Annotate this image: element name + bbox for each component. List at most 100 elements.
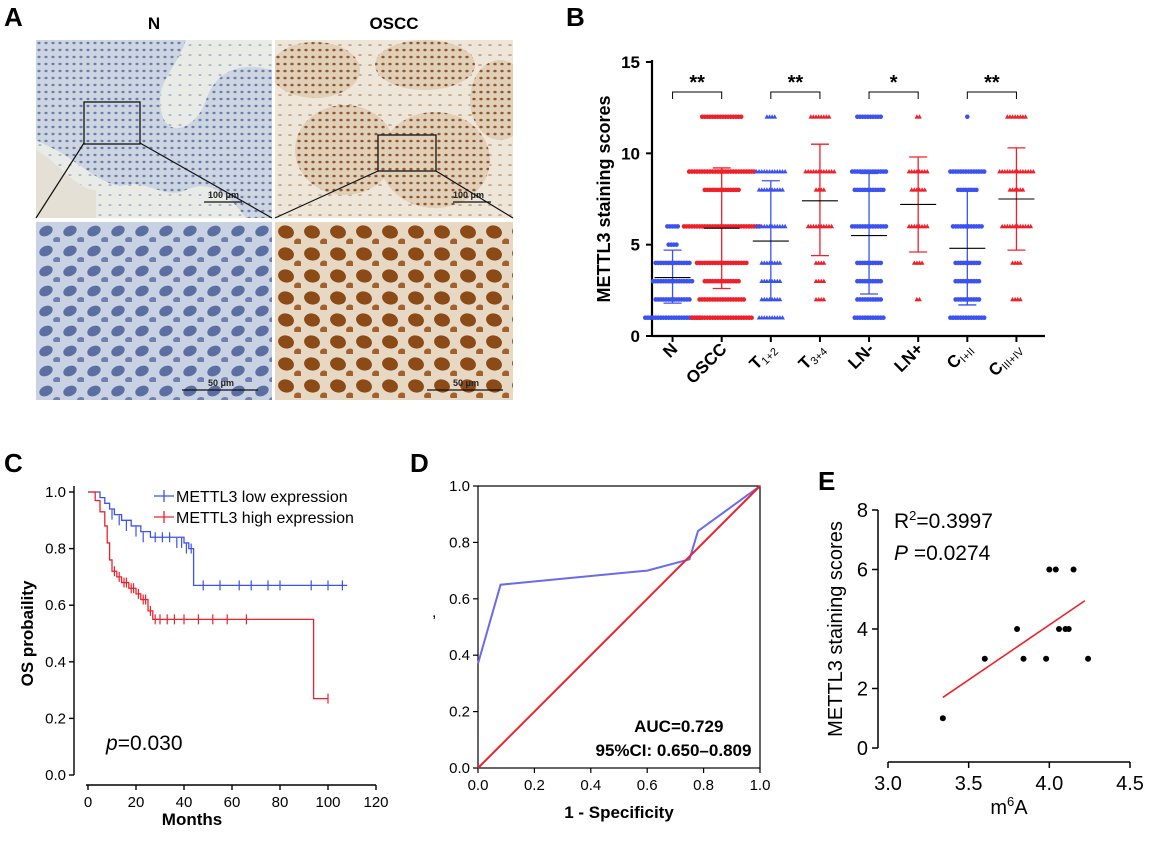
data-point-b: [736, 187, 741, 193]
data-point-b: [821, 260, 827, 265]
x-tick-label-b: LN+: [891, 339, 928, 376]
data-point-b: [780, 187, 785, 192]
x-tick-label-b: LN-: [844, 339, 877, 372]
data-point-b: [674, 242, 679, 247]
data-point-b: [922, 187, 928, 192]
x-axis-label-c: Months: [162, 810, 222, 829]
data-point-b: [1028, 223, 1034, 229]
data-point-e: [1085, 655, 1092, 662]
x-tick-label-c: 120: [363, 794, 388, 811]
inset-box-normal: [83, 101, 141, 145]
data-point-e: [1065, 626, 1072, 632]
data-point-e: [1014, 626, 1021, 632]
inset-box-oscc: [377, 134, 437, 172]
data-point-b: [924, 169, 930, 174]
data-point-b: [772, 114, 778, 119]
scale-label-normal-low: 100 μm: [208, 190, 240, 200]
chart-e-correlation: 0 2 4 6 8 3.0 3.5 4.0 4.5 m6A METTL3 staining scor…: [825, 500, 1144, 819]
data-point-b: [749, 315, 754, 321]
legend-label-c: METTL3 low expression: [176, 489, 348, 506]
y-tick-label-e: 6: [857, 560, 868, 582]
x-tick-label-c: 60: [224, 794, 241, 811]
data-point-b: [687, 260, 692, 266]
data-point-b: [829, 223, 835, 229]
data-point-b: [924, 223, 930, 229]
significance-label-b: **: [689, 72, 705, 94]
x-axis-label-d: 1 - Specificity: [564, 803, 674, 822]
data-point-b: [744, 260, 749, 266]
data-point-b: [687, 297, 692, 302]
fit-line-e: [942, 600, 1086, 699]
auc-label-d: AUC=0.729: [634, 717, 723, 736]
p-value-e: P =0.0274: [894, 542, 991, 565]
significance-bracket-b: [770, 91, 821, 99]
roc-line-d: [477, 485, 761, 664]
scale-label-normal-high: 50 μm: [208, 378, 235, 388]
data-point-b: [981, 315, 987, 321]
x-tick-label-d: 0.4: [580, 777, 601, 794]
data-point-b: [883, 224, 889, 229]
x-tick-label-e: 3.0: [874, 773, 902, 795]
data-point-b: [831, 169, 837, 174]
x-axis-label-e: m6A: [990, 794, 1028, 819]
data-point-b: [883, 169, 889, 174]
scale-label-oscc-low: 100 μm: [453, 190, 485, 200]
normal-title: N: [147, 14, 161, 33]
zoom-lines: [35, 142, 514, 219]
x-tick-label-b: CI+II: [943, 339, 978, 374]
data-point-b: [821, 187, 827, 192]
y-tick-label-b: 15: [621, 53, 640, 72]
x-tick-label-e: 4.0: [1035, 773, 1063, 795]
y-tick-label-e: 2: [857, 679, 868, 701]
data-point-e: [1046, 566, 1053, 573]
x-tick-label-d: 0.8: [693, 777, 714, 794]
panel-a-label: A: [4, 2, 23, 32]
data-point-b: [741, 297, 747, 302]
data-point-b: [981, 169, 987, 174]
data-point-b: [976, 278, 982, 284]
data-point-b: [782, 223, 788, 229]
chart-c-survival: 0.0 0.2 0.4 0.6 0.8 1.0 0 20 40 60 80 100 120 Months O…: [18, 484, 389, 829]
p-value-c: p=0.030: [105, 732, 183, 755]
data-point-e: [1056, 626, 1063, 632]
data-point-b: [965, 114, 970, 120]
data-point-e: [1043, 655, 1050, 662]
y-tick-label-b: 0: [631, 327, 640, 346]
x-tick-label-d: 0.0: [468, 777, 489, 794]
data-point-b: [878, 278, 884, 284]
scale-label-oscc-high: 50 μm: [453, 378, 480, 388]
micrograph-normal-high: 50 μm: [36, 222, 272, 400]
y-tick-label-d: 1.0: [449, 478, 470, 495]
significance-label-b: *: [890, 72, 898, 94]
x-tick-label-c: 80: [272, 794, 289, 811]
x-tick-label-d: 1.0: [750, 777, 771, 794]
data-point-b: [1020, 187, 1026, 192]
x-tick-label-b: OSCC: [682, 339, 730, 387]
ci-label-d: 95%CI: 0.650–0.809: [595, 741, 751, 760]
data-point-b: [1023, 114, 1028, 119]
micrograph-oscc-low: 100 μm: [275, 40, 513, 218]
significance-label-b: **: [788, 72, 804, 94]
y-tick-label-c: 0.8: [45, 541, 66, 558]
panel-e-label: E: [818, 466, 836, 496]
x-tick-label-c: 40: [176, 794, 193, 811]
micrograph-oscc-high: 50 μm: [275, 222, 513, 400]
data-point-b: [826, 114, 832, 119]
data-point-b: [821, 296, 827, 302]
y-tick-label-b: 5: [631, 236, 640, 255]
data-point-e: [981, 655, 988, 662]
y-tick-label-d: 0.6: [449, 591, 470, 608]
data-point-b: [821, 278, 827, 283]
data-point-b: [777, 278, 783, 283]
y-tick-label-e: 8: [857, 500, 868, 522]
y-tick-label-d: 0.0: [449, 760, 470, 777]
data-point-b: [976, 260, 982, 266]
y-axis-label-d: ,: [432, 604, 436, 621]
y-tick-label-e: 4: [857, 619, 868, 641]
data-point-b: [738, 114, 744, 120]
x-tick-label-c: 0: [84, 794, 92, 811]
panel-c-label: C: [4, 448, 23, 478]
roc-line-d: [477, 485, 761, 769]
y-tick-label-d: 0.8: [449, 534, 470, 551]
significance-bracket-b: [672, 91, 723, 99]
